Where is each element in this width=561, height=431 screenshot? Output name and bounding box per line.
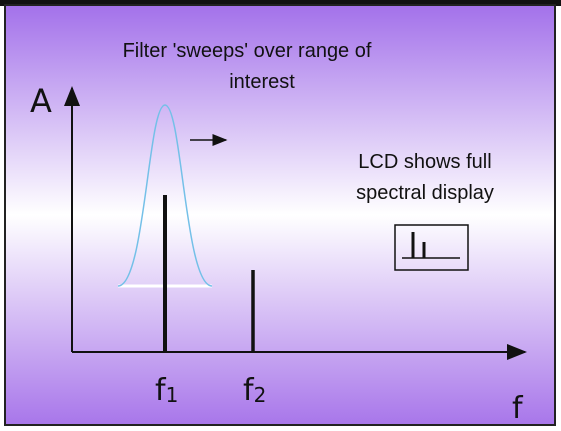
marker-label: f1: [155, 373, 178, 408]
top-edge: [0, 0, 561, 6]
caption: interest: [229, 71, 295, 93]
lcd-note: LCD shows full: [358, 151, 491, 173]
y-axis-label: A: [30, 82, 52, 120]
lcd-icon: [394, 224, 469, 271]
marker-label: f2: [243, 373, 266, 408]
lcd-note: spectral display: [356, 182, 494, 204]
x-axis-label: f: [512, 391, 524, 426]
panel: [4, 4, 556, 426]
filter-curve: [117, 104, 213, 287]
caption: Filter 'sweeps' over range of: [123, 40, 372, 62]
